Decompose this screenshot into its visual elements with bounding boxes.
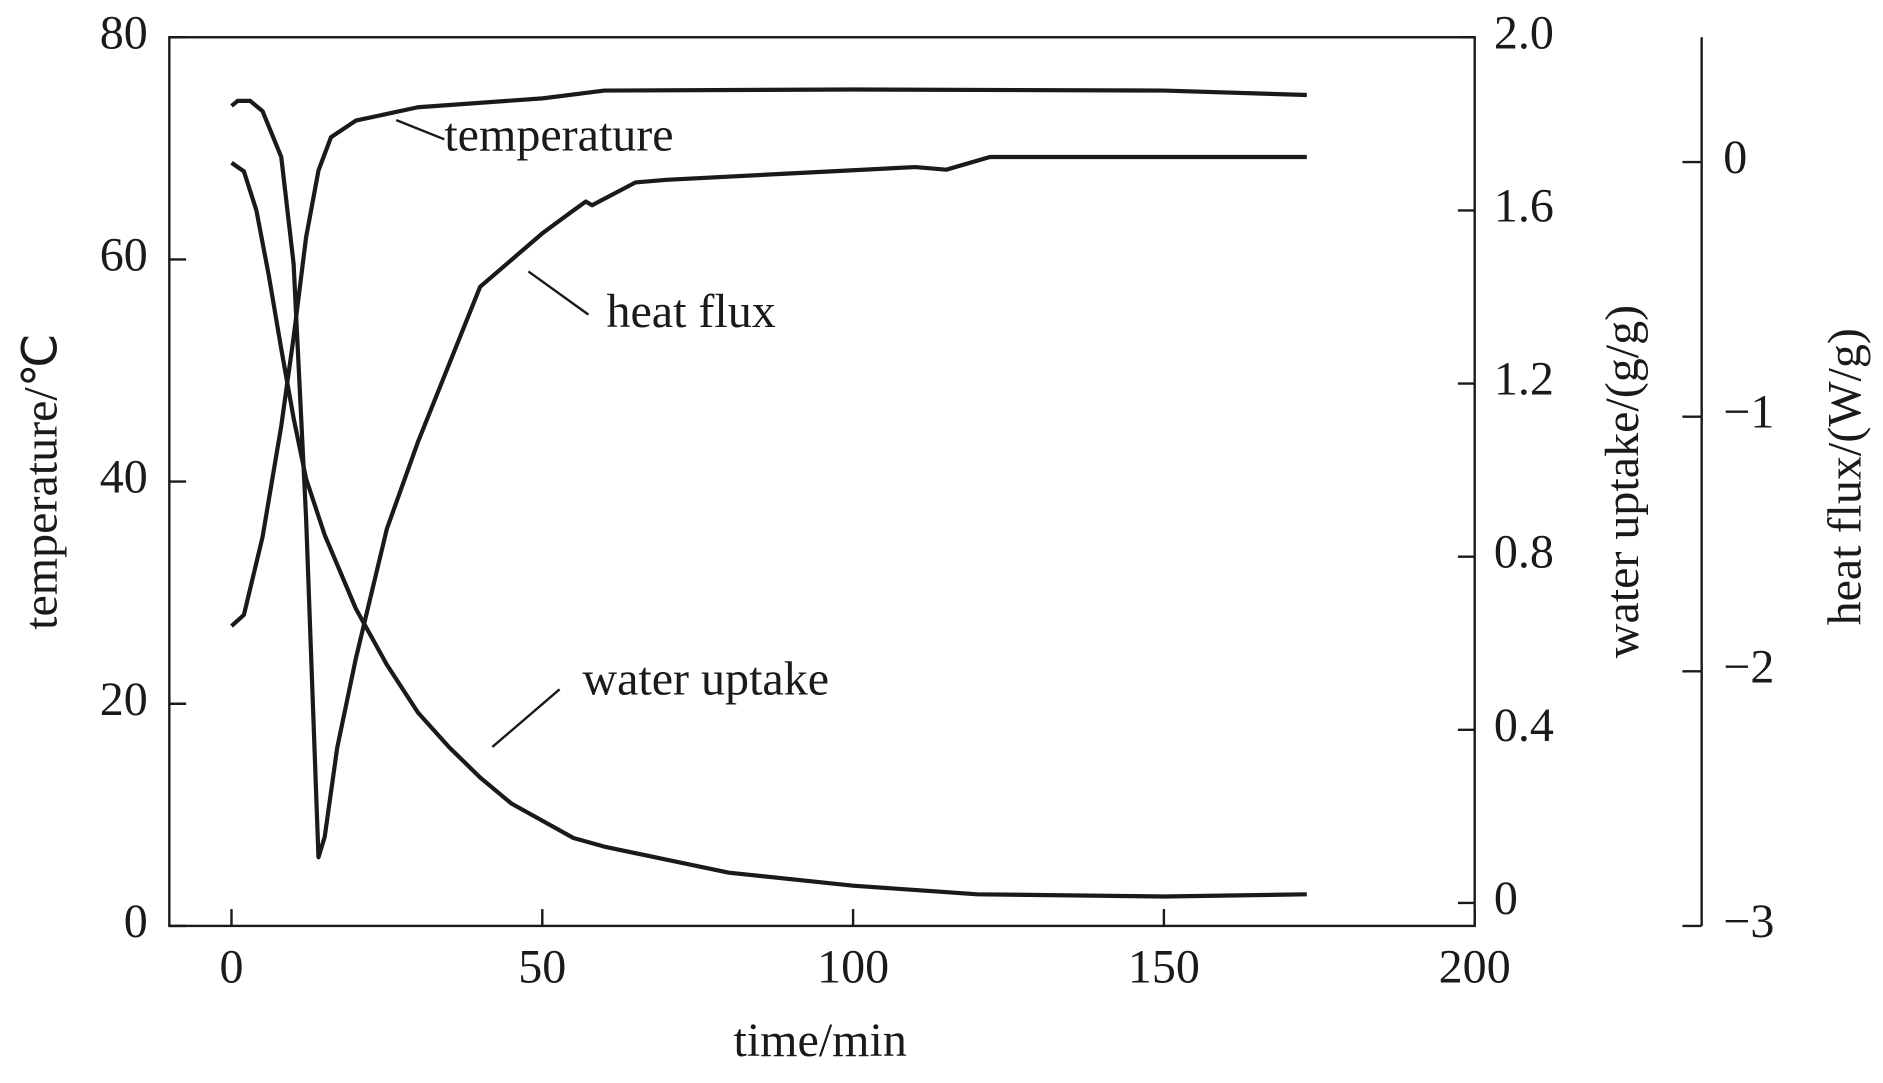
- x-axis-label: time/min: [734, 1014, 907, 1067]
- y3-axis-label: heat flux/(W/g): [1818, 328, 1871, 625]
- x-tick-label: 0: [219, 941, 243, 994]
- y-tick-label: 20: [100, 673, 148, 726]
- y-tick-label: 40: [100, 451, 148, 504]
- series-annotation: temperature: [444, 108, 673, 161]
- x-tick-label: 100: [817, 941, 889, 994]
- y2-tick-label: 1.2: [1494, 353, 1554, 406]
- annotation-leader: [527, 270, 590, 316]
- series-line: [230, 161, 1307, 899]
- y3-tick-label: −1: [1723, 386, 1774, 439]
- series-line: [230, 87, 1307, 628]
- annotation-leader: [395, 118, 445, 141]
- y3-tick-label: −2: [1723, 640, 1774, 693]
- y-tick-label: 80: [100, 6, 148, 59]
- y2-axis-label: water uptake/(g/g): [1596, 305, 1649, 658]
- series-annotation: water uptake: [582, 652, 829, 705]
- y3-tick-label: −3: [1723, 895, 1774, 948]
- x-tick-label: 150: [1128, 941, 1200, 994]
- series-annotation: heat flux: [606, 285, 775, 338]
- y2-tick-label: 2.0: [1494, 6, 1554, 59]
- y-tick-label: 60: [100, 228, 148, 281]
- y2-tick-label: 1.6: [1494, 179, 1554, 232]
- annotation-leader: [491, 688, 561, 748]
- x-tick-label: 50: [518, 941, 566, 994]
- x-tick-label: 200: [1439, 941, 1511, 994]
- y2-tick-label: 0.4: [1494, 699, 1554, 752]
- y3-tick-label: 0: [1723, 131, 1747, 184]
- y-tick-label: 0: [124, 895, 148, 948]
- y2-tick-label: 0.8: [1494, 526, 1554, 579]
- y-axis-label: temperature/℃: [15, 333, 68, 630]
- y2-tick-label: 0: [1494, 872, 1518, 925]
- series-line: [230, 98, 1307, 860]
